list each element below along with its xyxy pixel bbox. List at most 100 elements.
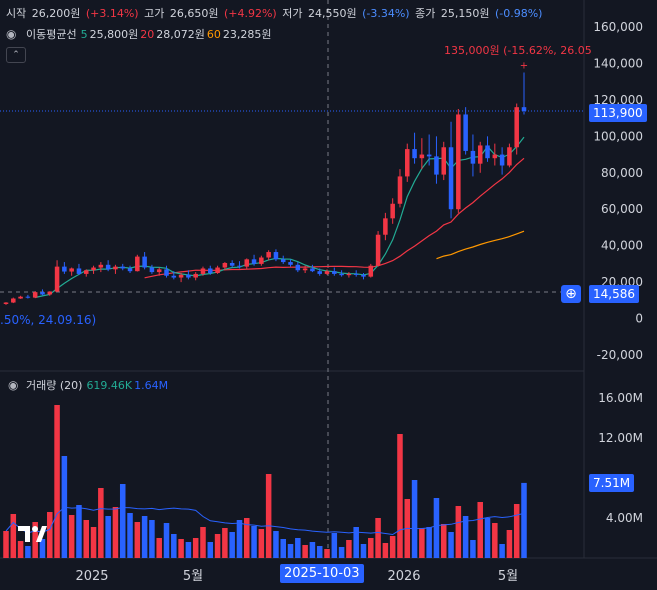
volume-bar xyxy=(389,536,396,558)
candle-body xyxy=(54,266,60,292)
ma20-period: 20 xyxy=(140,27,155,41)
volume-bar xyxy=(119,484,126,558)
crosshair-price-label: 14,586 xyxy=(589,285,639,303)
volume-bar xyxy=(506,530,513,558)
collapse-button[interactable]: ⌃ xyxy=(6,47,26,63)
candle-body xyxy=(98,264,104,268)
volume-bar xyxy=(375,518,381,558)
volume-bar xyxy=(353,527,359,558)
volume-bar xyxy=(265,474,272,558)
candle-body xyxy=(25,296,31,298)
price-tick-label: 100,000 xyxy=(593,129,643,143)
volume-bar xyxy=(295,538,301,558)
volume-tick-label: 12.00M xyxy=(598,431,643,445)
add-alert-button[interactable]: ⊕ xyxy=(561,285,581,303)
time-tick-label: 5월 xyxy=(498,569,518,584)
candle-body xyxy=(412,149,417,159)
candle-body xyxy=(441,147,447,175)
candle-body xyxy=(295,264,301,271)
eye-icon[interactable]: ◉ xyxy=(6,27,17,41)
volume-bar xyxy=(127,513,133,558)
low-marker-label: .50%, 24.09.16) xyxy=(0,313,97,327)
volume-bar xyxy=(251,526,257,558)
price-tick-label: -20,000 xyxy=(597,348,643,362)
candle-body xyxy=(280,259,286,263)
price-tick-label: 40,000 xyxy=(601,239,643,253)
high-label: 고가 xyxy=(144,7,165,20)
volume-bar xyxy=(10,514,17,558)
candle-body xyxy=(259,257,264,264)
volume-bar xyxy=(477,502,483,558)
volume-bar xyxy=(331,533,338,558)
volume-bar xyxy=(470,540,476,558)
volume-bar xyxy=(338,547,345,558)
candle-body xyxy=(426,154,432,157)
volume-bar xyxy=(163,523,170,558)
candle-body xyxy=(317,271,322,274)
candle-body xyxy=(273,252,279,260)
volume-bar xyxy=(141,516,148,558)
volume-bar xyxy=(76,505,82,558)
volume-bar xyxy=(484,518,491,558)
crosshair-date-label: 2025-10-03 xyxy=(280,564,364,583)
current-volume-label: 7.51M xyxy=(589,474,635,492)
candle-body xyxy=(339,273,344,276)
price-tick-label: 60,000 xyxy=(601,202,643,216)
volume-bar xyxy=(17,541,24,558)
volume-bar xyxy=(316,546,323,558)
candle-body xyxy=(113,266,118,270)
ma20-value: 28,072원 xyxy=(156,28,205,41)
volume-value-2: 1.64M xyxy=(134,378,169,392)
volume-bar xyxy=(185,542,192,558)
volume-bar xyxy=(229,532,235,558)
volume-bar xyxy=(273,531,279,558)
candle-body xyxy=(47,291,53,295)
ohlc-legend: 시작 26,200원 (+3.14%) 고가 26,650원 (+4.92%) … xyxy=(6,5,544,21)
volume-bar xyxy=(455,506,462,558)
volume-bar xyxy=(302,545,308,558)
volume-bar xyxy=(207,542,214,558)
volume-bar xyxy=(448,532,454,558)
close-label: 종가 xyxy=(415,7,436,20)
candle-body xyxy=(222,262,228,268)
candle-body xyxy=(288,262,293,265)
open-change: (+3.14%) xyxy=(85,7,139,20)
candle-body xyxy=(485,145,490,159)
volume-value-1: 619.46K xyxy=(86,378,133,392)
open-value: 26,200원 xyxy=(31,7,81,20)
volume-bar xyxy=(382,543,389,558)
volume-name: 거래량 (20) xyxy=(26,379,83,392)
volume-bar xyxy=(243,518,250,558)
current-price-label: 113,900 xyxy=(589,104,647,122)
candle-body xyxy=(156,269,162,273)
ma-name: 이동평균선 xyxy=(26,28,77,41)
candle-body xyxy=(142,256,147,268)
candle-body xyxy=(193,273,198,278)
volume-bar xyxy=(98,488,104,558)
candle-body xyxy=(83,270,89,274)
low-value: 24,550원 xyxy=(307,7,357,20)
volume-bar xyxy=(521,482,527,558)
candle-body xyxy=(368,265,374,277)
candle-body xyxy=(164,269,169,276)
chevron-up-icon: ⌃ xyxy=(12,50,20,60)
candle-body xyxy=(62,266,67,272)
volume-bar xyxy=(171,534,177,558)
candle-body xyxy=(492,154,498,159)
volume-bar xyxy=(105,516,111,558)
candle-body xyxy=(200,268,206,274)
volume-bar xyxy=(236,520,243,558)
volume-tick-label: 4.00M xyxy=(606,511,643,525)
candle-body xyxy=(499,154,505,166)
candle-body xyxy=(470,150,476,164)
price-tick-label: 80,000 xyxy=(601,166,643,180)
volume-bar xyxy=(426,527,432,558)
volume-bar xyxy=(346,540,352,558)
eye-off-icon[interactable]: ◉ xyxy=(8,378,19,392)
volume-bar xyxy=(433,498,440,558)
candle-body xyxy=(419,154,425,159)
candle-body xyxy=(353,273,359,275)
volume-bar xyxy=(90,527,97,558)
ma20-line xyxy=(144,157,525,279)
